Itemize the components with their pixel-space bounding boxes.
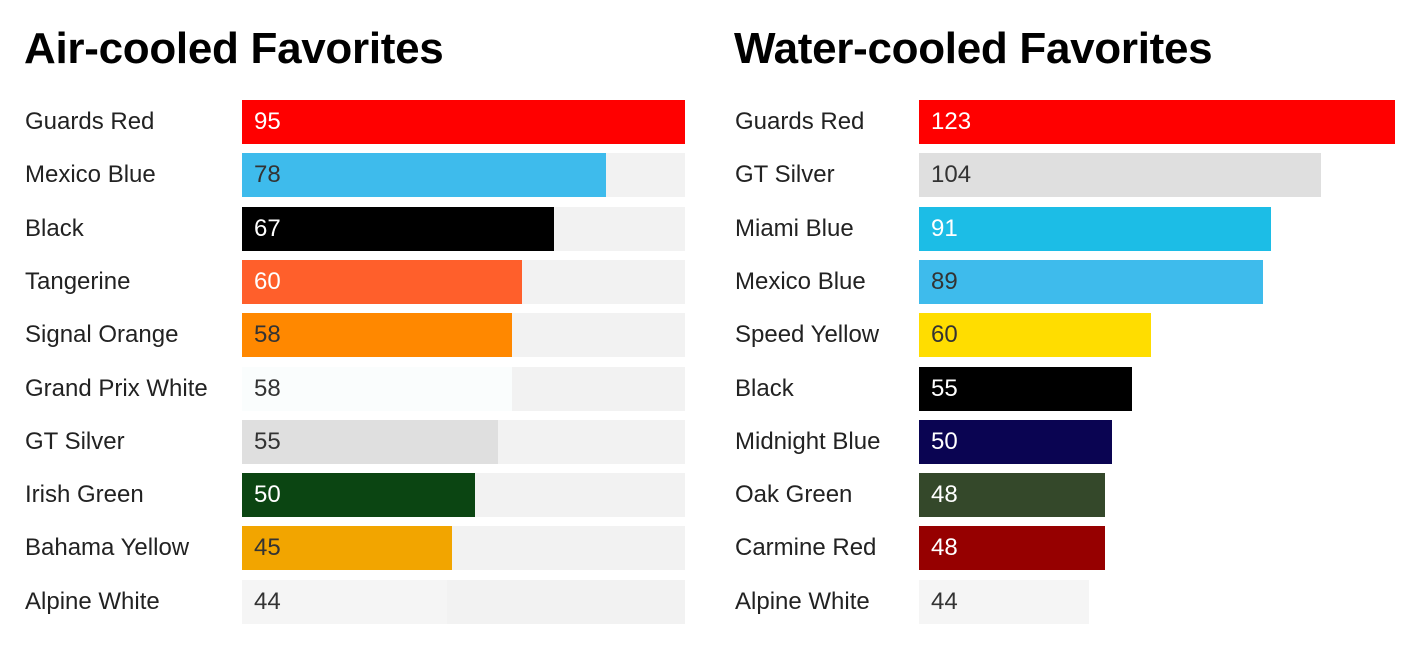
category-label: Alpine White: [735, 587, 870, 615]
category-label: Black: [25, 214, 84, 242]
value-label: 44: [254, 587, 281, 615]
bar-row: Alpine White 44: [734, 579, 1420, 624]
value-label: 58: [254, 321, 281, 349]
value-label: 60: [254, 267, 281, 295]
category-label: Miami Blue: [735, 214, 854, 242]
category-label: Carmine Red: [735, 534, 877, 562]
bar-row: GT Silver 104: [734, 153, 1420, 198]
bar: [919, 206, 1272, 251]
category-label: Grand Prix White: [25, 374, 208, 402]
value-label: 123: [931, 108, 972, 135]
category-label: Guards Red: [25, 108, 155, 135]
bar-row: Oak Green 48: [734, 473, 1420, 518]
bar: [242, 419, 499, 464]
category-label: Tangerine: [25, 267, 131, 295]
bar: [242, 100, 685, 144]
bar-row: Guards Red 123: [734, 100, 1420, 144]
value-label: 55: [931, 374, 958, 402]
bar-row: Black 67: [24, 206, 724, 251]
category-label: Black: [735, 374, 794, 402]
bar: [242, 313, 513, 358]
water-cooled-chart: Water-cooled Favorites Guards Red 123 GT S…: [734, 0, 1404, 662]
bar-row: Miami Blue 91: [734, 206, 1420, 251]
bar-row: Grand Prix White 58: [24, 366, 724, 411]
bar: [919, 100, 1395, 144]
value-label: 50: [931, 427, 958, 455]
bar: [242, 579, 448, 624]
value-label: 48: [931, 481, 958, 509]
bar-row: Midnight Blue 50: [734, 419, 1420, 464]
value-label: 44: [931, 587, 958, 615]
category-label: Mexico Blue: [25, 161, 156, 189]
bar-row: Irish Green 50: [24, 473, 724, 518]
bar: [919, 313, 1152, 358]
category-label: Irish Green: [25, 481, 144, 509]
bar-row: Mexico Blue 89: [734, 259, 1420, 304]
bar: [919, 419, 1113, 464]
value-label: 67: [254, 214, 281, 242]
category-label: Oak Green: [735, 481, 853, 509]
chart-title: Water-cooled Favorites: [734, 24, 1213, 73]
bar: [919, 473, 1105, 518]
bar-row: GT Silver 55: [24, 419, 724, 464]
value-label: 50: [254, 481, 281, 509]
value-label: 89: [931, 267, 958, 295]
value-label: 45: [254, 534, 281, 562]
bar-row: Guards Red 95: [24, 100, 724, 144]
value-label: 104: [931, 161, 972, 189]
air-cooled-chart: Air-cooled Favorites Guards Red 95 Mexico …: [24, 0, 694, 662]
category-label: GT Silver: [25, 427, 125, 455]
value-label: 95: [254, 108, 281, 135]
value-label: 78: [254, 161, 281, 189]
bar: [919, 579, 1090, 624]
value-label: 91: [931, 214, 958, 242]
category-label: Signal Orange: [25, 321, 179, 349]
bar: [242, 259, 522, 304]
category-label: GT Silver: [735, 161, 835, 189]
bar: [242, 153, 606, 198]
category-label: Bahama Yellow: [25, 534, 190, 562]
bar-row: Carmine Red 48: [734, 526, 1420, 571]
bar-row: Black 55: [734, 366, 1420, 411]
bar-row: Signal Orange 58: [24, 313, 724, 358]
bar-row: Speed Yellow 60: [734, 313, 1420, 358]
bar: [242, 473, 476, 518]
category-label: Alpine White: [25, 587, 160, 615]
bar: [919, 526, 1105, 571]
category-label: Guards Red: [735, 108, 865, 135]
bar: [919, 259, 1264, 304]
bar-row: Mexico Blue 78: [24, 153, 724, 198]
bar-row: Alpine White 44: [24, 579, 724, 624]
value-label: 60: [931, 321, 958, 349]
chart-title: Air-cooled Favorites: [24, 24, 444, 73]
bar-row: Tangerine 60: [24, 259, 724, 304]
bar: [242, 526, 452, 571]
category-label: Midnight Blue: [735, 427, 881, 455]
bar-row: Bahama Yellow 45: [24, 526, 724, 571]
category-label: Mexico Blue: [735, 267, 866, 295]
category-label: Speed Yellow: [735, 321, 880, 349]
bar: [919, 153, 1322, 198]
bar: [242, 206, 555, 251]
value-label: 55: [254, 427, 281, 455]
value-label: 58: [254, 374, 281, 402]
bar: [919, 366, 1132, 411]
bar: [242, 366, 513, 411]
value-label: 48: [931, 534, 958, 562]
